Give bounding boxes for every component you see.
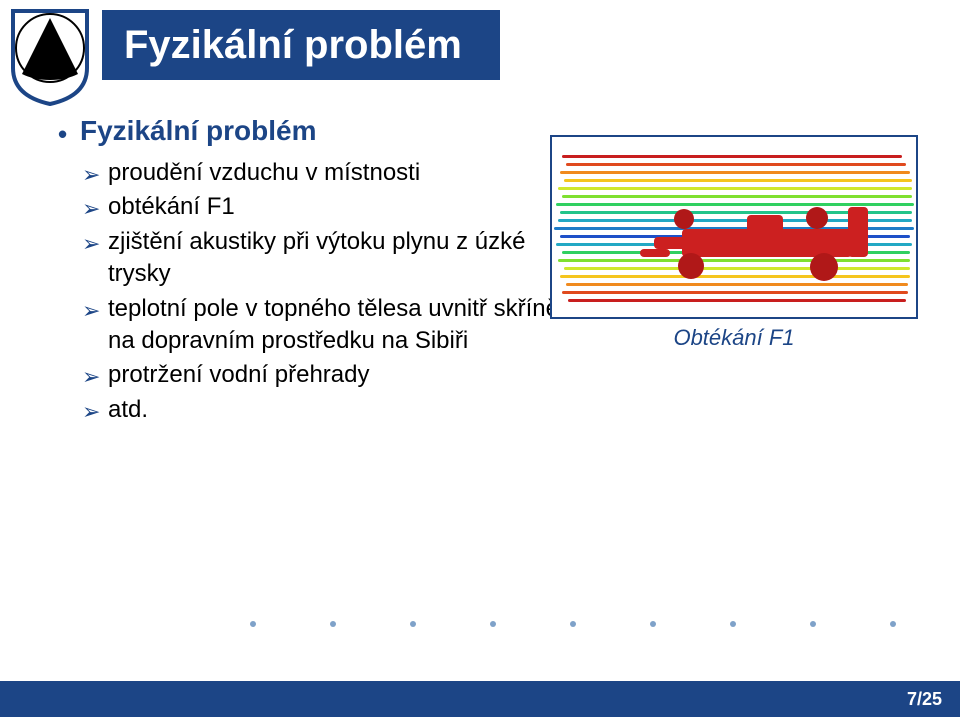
arrow-icon: ➢ — [82, 397, 100, 427]
dot-icon — [890, 621, 896, 627]
institution-logo — [10, 8, 90, 106]
slide-title: Fyzikální problém — [124, 23, 462, 68]
bullet-text: protržení vodní přehrady — [108, 361, 369, 388]
dot-icon — [650, 621, 656, 627]
subtitle-bullet-icon: • — [58, 119, 67, 150]
arrow-icon: ➢ — [82, 362, 100, 392]
slide: Fyzikální problém • Fyzikální problém ➢p… — [0, 0, 960, 717]
title-bar: Fyzikální problém — [102, 10, 500, 80]
streamline — [558, 259, 910, 262]
footer-bar: 7/25 — [0, 681, 960, 717]
streamline — [560, 275, 910, 278]
figure-caption: Obtékání F1 — [550, 325, 918, 351]
streamline — [556, 203, 914, 206]
page-number: 7/25 — [907, 689, 942, 710]
figure-box — [550, 135, 918, 319]
dot-icon — [410, 621, 416, 627]
dot-icon — [810, 621, 816, 627]
streamline — [564, 267, 910, 270]
streamline — [562, 291, 908, 294]
bullet-text: zjištění akustiky při výtoku plynu z úzk… — [108, 228, 526, 287]
decorative-dots — [250, 621, 896, 627]
car-wheel — [674, 209, 694, 229]
bullet-item: ➢teplotní pole v topného tělesa uvnitř s… — [108, 293, 590, 358]
bullet-item: ➢atd. — [108, 394, 590, 426]
bullet-list: ➢proudění vzduchu v místnosti➢obtékání F… — [80, 157, 590, 426]
streamline — [566, 163, 906, 166]
streamline — [568, 299, 906, 302]
streamline — [558, 187, 912, 190]
bullet-text: atd. — [108, 396, 148, 423]
arrow-icon: ➢ — [82, 229, 100, 259]
dot-icon — [250, 621, 256, 627]
subtitle-row: • Fyzikální problém — [80, 115, 590, 147]
streamline — [560, 171, 910, 174]
arrow-icon: ➢ — [82, 296, 100, 326]
car-wheel — [810, 253, 838, 281]
dot-icon — [330, 621, 336, 627]
bullet-text: obtékání F1 — [108, 193, 235, 220]
streamline — [564, 179, 912, 182]
car-nose — [654, 237, 688, 249]
streamline — [562, 195, 912, 198]
arrow-icon: ➢ — [82, 194, 100, 224]
bullet-text: proudění vzduchu v místnosti — [108, 159, 420, 186]
streamline — [562, 155, 902, 158]
bullet-item: ➢zjištění akustiky při výtoku plynu z úz… — [108, 226, 590, 291]
bullet-text: teplotní pole v topného tělesa uvnitř sk… — [108, 295, 559, 354]
dot-icon — [570, 621, 576, 627]
bullet-item: ➢protržení vodní přehrady — [108, 359, 590, 391]
car-rear-wing — [848, 207, 868, 257]
bullet-item: ➢proudění vzduchu v místnosti — [108, 157, 590, 189]
content-area: • Fyzikální problém ➢proudění vzduchu v … — [80, 115, 590, 428]
bullet-item: ➢obtékání F1 — [108, 191, 590, 223]
dot-icon — [730, 621, 736, 627]
arrow-icon: ➢ — [82, 160, 100, 190]
dot-icon — [490, 621, 496, 627]
figure: Obtékání F1 — [550, 135, 918, 351]
car-cockpit — [747, 215, 783, 233]
subtitle: Fyzikální problém — [80, 115, 590, 147]
car-front-wing — [640, 249, 670, 257]
car-wheel — [678, 253, 704, 279]
streamline — [566, 283, 908, 286]
car-wheel — [806, 207, 828, 229]
